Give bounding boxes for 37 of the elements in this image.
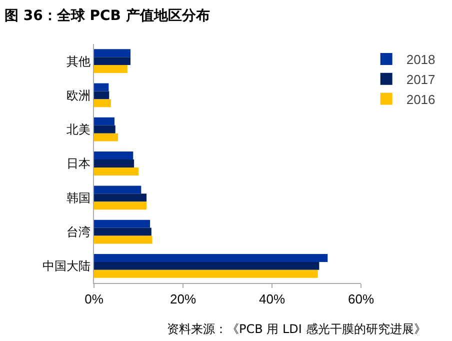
bar	[94, 202, 147, 210]
y-tick-label: 韩国	[66, 190, 91, 205]
x-tick-label: 40%	[258, 292, 286, 307]
y-tick-label: 北美	[66, 122, 91, 137]
y-tick-label: 中国大陆	[42, 259, 91, 274]
bar	[94, 49, 130, 58]
bar	[94, 57, 130, 66]
bar	[94, 65, 128, 74]
bar	[94, 83, 109, 92]
text: 资料来源：《PCB 用 LDI 感光干膜的研究进展》	[167, 322, 426, 336]
y-tick-label: 其他	[66, 54, 91, 68]
bar	[94, 254, 328, 262]
bar	[94, 194, 147, 202]
x-tick-label: 60%	[348, 292, 374, 307]
bar	[94, 99, 111, 108]
y-tick-label: 日本	[66, 156, 91, 171]
bar	[94, 160, 134, 168]
x-tick-label: 0%	[84, 292, 104, 307]
bar	[94, 220, 150, 228]
bar	[94, 262, 320, 270]
bar	[94, 117, 114, 126]
legend-label: 2018	[406, 52, 436, 68]
bar	[94, 91, 110, 100]
y-tick-label: 欧洲	[66, 88, 91, 102]
bar	[94, 125, 116, 134]
bar	[94, 270, 318, 278]
legend-label: 2017	[406, 72, 436, 87]
chart-title: 图 36：全球 PCB 产值地区分布	[4, 7, 210, 24]
x-tick-label: 20%	[170, 292, 196, 307]
bar	[94, 152, 134, 160]
bar	[94, 236, 152, 244]
bar	[94, 167, 138, 176]
legend-label: 2016	[406, 92, 436, 107]
bar	[94, 186, 142, 194]
bar	[94, 133, 118, 142]
bar	[94, 228, 152, 236]
y-tick-label: 台湾	[66, 224, 91, 239]
